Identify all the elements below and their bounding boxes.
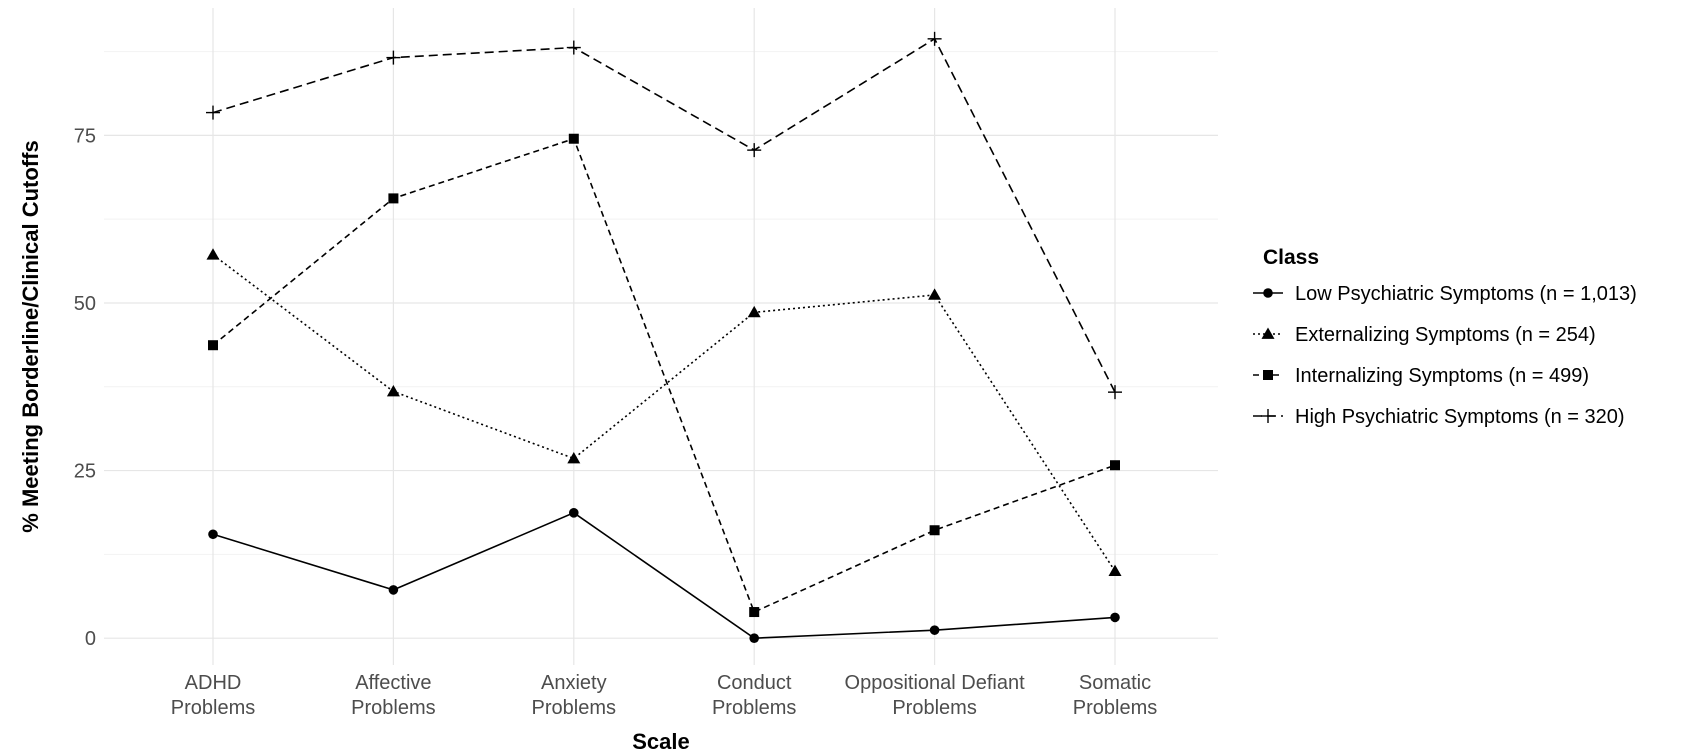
y-tick-labels: 0 25 50 75	[74, 125, 96, 650]
legend-item: High Psychiatric Symptoms (n = 320)	[1253, 406, 1625, 428]
series-triangle	[206, 248, 1122, 577]
point-marker	[388, 585, 399, 595]
point-marker	[927, 31, 942, 46]
x-tick-label: Problems	[351, 697, 435, 719]
legend-item: Low Psychiatric Symptoms (n = 1,013)	[1253, 283, 1637, 305]
point-marker	[747, 143, 762, 158]
y-tick-label: 75	[74, 125, 96, 147]
series-plus	[206, 31, 1122, 400]
legend-item: Externalizing Symptoms (n = 254)	[1253, 324, 1596, 346]
point-marker	[1261, 327, 1275, 339]
x-tick-label: Problems	[712, 697, 796, 719]
x-tick-labels: ADHD Problems Affective Problems Anxiety Prob…	[171, 672, 1157, 719]
point-marker	[567, 452, 581, 464]
legend-title: Class	[1263, 246, 1319, 269]
point-marker	[386, 50, 401, 65]
series-line	[212, 511, 1116, 639]
point-marker	[1263, 288, 1273, 298]
x-tick-label: Problems	[171, 697, 255, 719]
point-marker	[208, 340, 218, 351]
point-marker	[929, 625, 940, 635]
series-square	[208, 133, 1120, 618]
x-tick-label: Problems	[532, 697, 616, 719]
point-marker	[928, 288, 942, 300]
series-layer	[206, 31, 1122, 643]
point-marker	[566, 40, 581, 55]
x-tick-label: ADHD	[185, 672, 242, 694]
point-marker	[388, 193, 399, 204]
point-marker	[1261, 409, 1275, 423]
legend-label: Low Psychiatric Symptoms (n = 1,013)	[1295, 283, 1637, 305]
series-circle	[208, 508, 1120, 643]
point-marker	[1110, 460, 1120, 471]
x-tick-label: Problems	[892, 697, 976, 719]
x-tick-label: Somatic	[1079, 672, 1151, 694]
grid-lines	[104, 8, 1218, 665]
point-marker	[1108, 564, 1122, 577]
point-marker	[929, 525, 940, 536]
y-tick-label: 0	[85, 628, 96, 650]
legend-items: Low Psychiatric Symptoms (n = 1,013) Exte…	[1253, 283, 1637, 428]
point-marker	[1110, 612, 1120, 623]
point-marker	[206, 105, 220, 120]
x-tick-label: Oppositional Defiant	[845, 672, 1026, 694]
point-marker	[386, 384, 400, 397]
point-marker	[1263, 370, 1273, 380]
series-line	[212, 137, 1116, 614]
legend-item: Internalizing Symptoms (n = 499)	[1253, 365, 1589, 387]
point-marker	[1108, 385, 1122, 400]
legend-label: High Psychiatric Symptoms (n = 320)	[1295, 406, 1625, 428]
point-marker	[569, 508, 579, 518]
point-marker	[568, 133, 579, 144]
y-tick-label: 50	[74, 293, 96, 315]
series-line	[212, 254, 1116, 572]
x-axis-title: Scale	[632, 729, 690, 754]
x-tick-label: Problems	[1073, 697, 1157, 719]
point-marker	[749, 607, 760, 618]
point-marker	[749, 633, 759, 643]
y-tick-label: 25	[74, 461, 96, 483]
point-marker	[206, 248, 220, 260]
legend: Class Low Psychiatric Symptoms (n = 1,01…	[1253, 246, 1637, 428]
series-line	[212, 37, 1116, 393]
x-tick-label: Affective	[355, 672, 431, 694]
point-marker	[747, 305, 761, 318]
y-axis-title: % Meeting Borderline/Clinical Cutoffs	[18, 140, 43, 532]
x-tick-label: Conduct	[717, 672, 792, 694]
point-marker	[208, 529, 218, 540]
x-tick-label: Anxiety	[541, 672, 607, 694]
legend-label: Internalizing Symptoms (n = 499)	[1295, 365, 1589, 387]
legend-label: Externalizing Symptoms (n = 254)	[1295, 324, 1596, 346]
